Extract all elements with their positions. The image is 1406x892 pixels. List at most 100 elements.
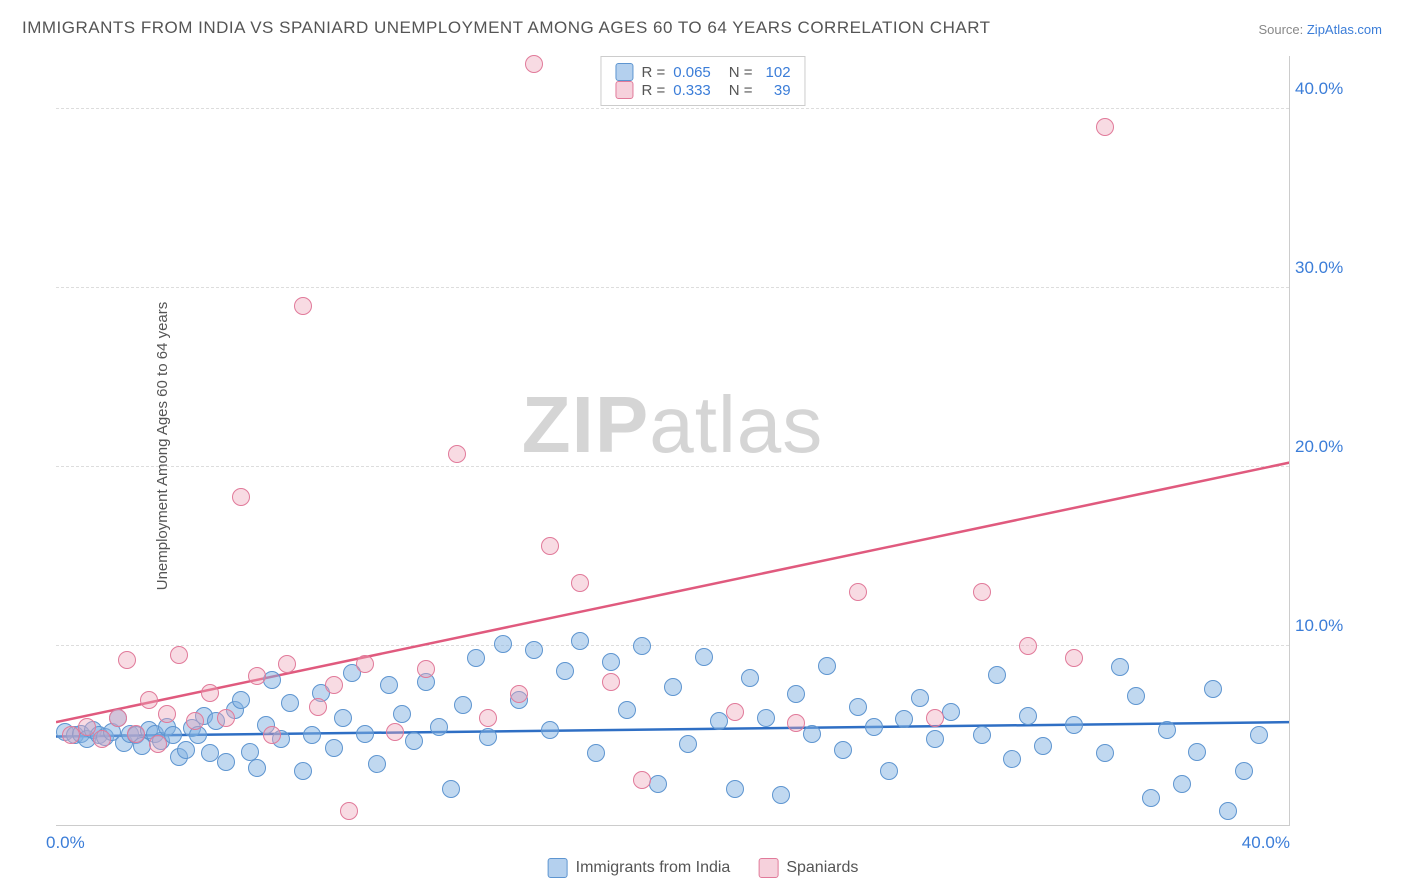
legend-item: Spaniards	[758, 858, 858, 878]
data-point-blue	[541, 721, 559, 739]
data-point-blue	[263, 671, 281, 689]
data-point-blue	[571, 632, 589, 650]
data-point-pink	[541, 537, 559, 555]
data-point-blue	[633, 637, 651, 655]
data-point-blue	[1111, 658, 1129, 676]
r-value: 0.333	[673, 82, 711, 99]
data-point-blue	[787, 685, 805, 703]
data-point-pink	[186, 712, 204, 730]
y-tick-label: 30.0%	[1295, 258, 1395, 278]
data-point-pink	[973, 583, 991, 601]
data-point-blue	[294, 762, 312, 780]
data-point-blue	[649, 775, 667, 793]
data-point-blue	[849, 698, 867, 716]
plot-area: ZIPatlas 10.0%20.0%30.0%40.0%0.0%40.0%	[56, 56, 1290, 826]
data-point-blue	[664, 678, 682, 696]
data-point-blue	[803, 725, 821, 743]
legend-swatch	[615, 81, 633, 99]
y-tick-label: 20.0%	[1295, 437, 1395, 457]
watermark-atlas: atlas	[649, 380, 823, 469]
data-point-pink	[93, 730, 111, 748]
data-point-blue	[1096, 744, 1114, 762]
chart-title: IMMIGRANTS FROM INDIA VS SPANIARD UNEMPL…	[22, 18, 991, 38]
data-point-blue	[772, 786, 790, 804]
data-point-pink	[571, 574, 589, 592]
data-point-blue	[741, 669, 759, 687]
data-point-blue	[757, 709, 775, 727]
n-value: 102	[761, 64, 791, 81]
data-point-blue	[1204, 680, 1222, 698]
data-point-blue	[368, 755, 386, 773]
x-tick-label: 0.0%	[46, 833, 85, 853]
data-point-blue	[726, 780, 744, 798]
data-point-pink	[217, 709, 235, 727]
data-point-pink	[140, 691, 158, 709]
data-point-blue	[973, 726, 991, 744]
data-point-blue	[911, 689, 929, 707]
source-prefix: Source:	[1258, 22, 1306, 37]
data-point-blue	[525, 641, 543, 659]
data-point-pink	[510, 685, 528, 703]
data-point-pink	[248, 667, 266, 685]
data-point-blue	[1219, 802, 1237, 820]
data-point-blue	[380, 676, 398, 694]
data-point-blue	[1034, 737, 1052, 755]
data-point-pink	[787, 714, 805, 732]
n-label: N =	[729, 64, 753, 81]
r-label: R =	[641, 82, 665, 99]
data-point-pink	[309, 698, 327, 716]
data-point-blue	[926, 730, 944, 748]
data-point-blue	[1235, 762, 1253, 780]
legend-swatch	[758, 858, 778, 878]
data-point-blue	[1158, 721, 1176, 739]
data-point-blue	[818, 657, 836, 675]
data-point-pink	[149, 735, 167, 753]
legend-series: Immigrants from India Spaniards	[548, 858, 859, 878]
data-point-blue	[217, 753, 235, 771]
data-point-pink	[1019, 637, 1037, 655]
data-point-blue	[880, 762, 898, 780]
data-point-blue	[988, 666, 1006, 684]
data-point-blue	[356, 725, 374, 743]
data-point-blue	[587, 744, 605, 762]
gridline	[56, 287, 1289, 288]
trend-line-blue	[56, 722, 1289, 736]
data-point-blue	[325, 739, 343, 757]
gridline	[56, 645, 1289, 646]
source-link[interactable]: ZipAtlas.com	[1307, 22, 1382, 37]
data-point-pink	[356, 655, 374, 673]
data-point-blue	[430, 718, 448, 736]
y-tick-label: 10.0%	[1295, 616, 1395, 636]
y-tick-label: 40.0%	[1295, 79, 1395, 99]
data-point-pink	[726, 703, 744, 721]
data-point-blue	[834, 741, 852, 759]
data-point-blue	[467, 649, 485, 667]
data-point-pink	[386, 723, 404, 741]
data-point-pink	[127, 725, 145, 743]
data-point-pink	[926, 709, 944, 727]
data-point-blue	[1188, 743, 1206, 761]
data-point-blue	[1065, 716, 1083, 734]
data-point-blue	[1127, 687, 1145, 705]
n-value: 39	[761, 82, 791, 99]
data-point-blue	[454, 696, 472, 714]
data-point-blue	[405, 732, 423, 750]
data-point-pink	[417, 660, 435, 678]
watermark-zip: ZIP	[522, 380, 649, 469]
data-point-pink	[158, 705, 176, 723]
r-value: 0.065	[673, 64, 711, 81]
data-point-pink	[340, 802, 358, 820]
gridline	[56, 108, 1289, 109]
data-point-blue	[494, 635, 512, 653]
data-point-blue	[1019, 707, 1037, 725]
data-point-pink	[78, 718, 96, 736]
legend-label: Spaniards	[786, 859, 858, 876]
data-point-pink	[294, 297, 312, 315]
data-point-blue	[177, 741, 195, 759]
gridline	[56, 466, 1289, 467]
data-point-blue	[232, 691, 250, 709]
data-point-pink	[479, 709, 497, 727]
data-point-pink	[232, 488, 250, 506]
legend-swatch	[615, 63, 633, 81]
legend-label: Immigrants from India	[576, 859, 731, 876]
